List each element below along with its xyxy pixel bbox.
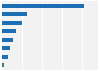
Bar [2,38,13,42]
Bar [2,63,4,67]
Bar [2,21,22,25]
Bar [2,4,84,8]
Bar [2,46,10,50]
Bar [2,55,8,59]
Bar [2,29,16,33]
Bar [2,12,27,16]
